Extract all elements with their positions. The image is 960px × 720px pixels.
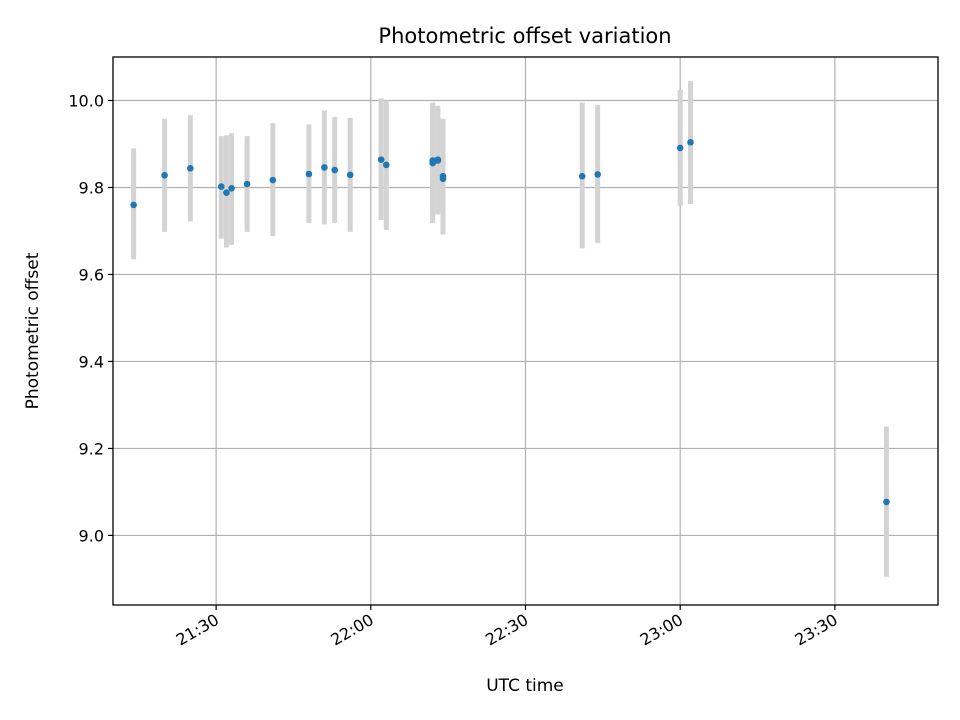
data-point [377,156,385,163]
y-axis-title: Photometric offset [23,252,43,409]
data-point [883,498,890,506]
grid-lines [113,57,938,605]
data-point [331,166,339,174]
data-point [161,171,168,179]
x-axis-title: UTC time [486,676,564,696]
y-tick-label: 9.6 [79,265,104,284]
data-point [217,183,225,190]
data-point [223,189,230,196]
chart-title: Photometric offset variation [378,24,671,48]
data-point [687,138,694,146]
data-point [434,157,442,164]
y-tick-label: 9.0 [79,526,104,545]
data-point [130,201,137,209]
data-point [382,161,390,169]
y-tick-label: 10.0 [68,91,104,110]
y-tick-label: 9.4 [79,352,104,371]
data-point [321,164,328,171]
data-points [130,138,890,506]
data-point [187,165,194,172]
data-point [228,185,235,192]
data-point [346,171,354,179]
data-point [439,175,447,183]
data-point [269,176,277,184]
y-tick-label: 9.2 [79,439,104,458]
data-point [305,170,313,178]
y-tick-label: 9.8 [79,178,104,197]
data-point [594,171,601,178]
data-point [676,144,684,152]
data-point [578,172,586,180]
data-point [243,180,251,188]
data-point [429,157,436,164]
